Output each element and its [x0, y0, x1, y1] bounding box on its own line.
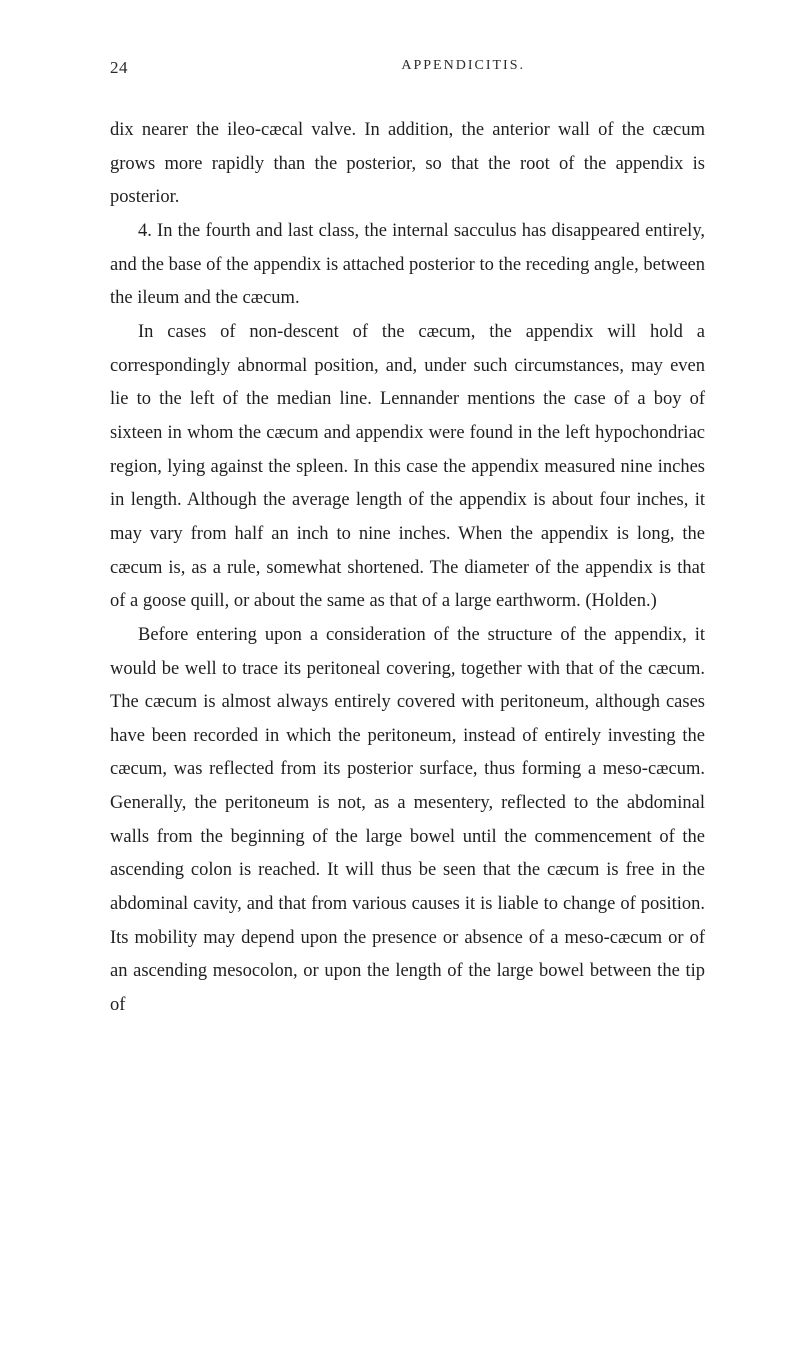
page-header: 24 APPENDICITIS.	[110, 58, 705, 78]
body-text: dix nearer the ileo-cæcal valve. In addi…	[110, 114, 705, 1023]
paragraph-1: dix nearer the ileo-cæcal valve. In addi…	[110, 114, 705, 215]
paragraph-4: Before entering upon a consideration of …	[110, 619, 705, 1023]
paragraph-2: 4. In the fourth and last class, the int…	[110, 215, 705, 316]
paragraph-3: In cases of non-descent of the cæcum, th…	[110, 316, 705, 619]
page-number: 24	[110, 58, 128, 78]
running-head: APPENDICITIS.	[401, 58, 705, 78]
